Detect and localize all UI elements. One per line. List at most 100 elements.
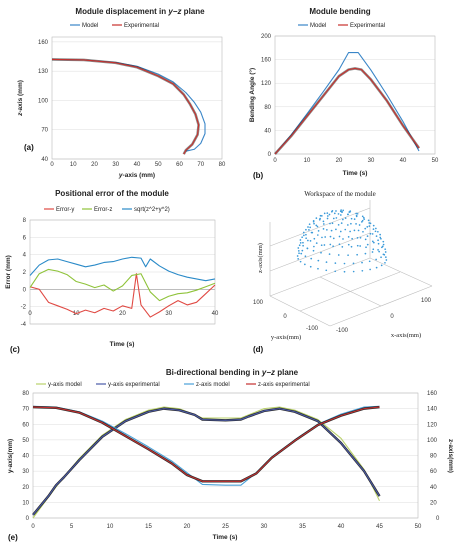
- x-tick-label: 0: [390, 314, 394, 320]
- workspace-point: [328, 253, 331, 256]
- workspace-point: [331, 210, 334, 212]
- x-tick-label: 50: [155, 162, 162, 168]
- y-tick-label: 50: [22, 438, 29, 444]
- y2-tick-label: 120: [427, 422, 438, 428]
- workspace-point: [380, 264, 383, 267]
- workspace-point: [371, 251, 374, 253]
- panel-e-series: [32, 405, 381, 519]
- workspace-point: [332, 237, 335, 240]
- workspace-point: [377, 239, 379, 242]
- panel-e-gridlines: [33, 392, 418, 519]
- workspace-point: [364, 227, 367, 230]
- x-tick-label: 40: [338, 524, 345, 530]
- workspace-point: [372, 241, 375, 244]
- workspace-point: [344, 228, 347, 231]
- workspace-point: [297, 247, 300, 249]
- workspace-point: [305, 237, 307, 240]
- workspace-point: [368, 222, 371, 224]
- y-tick-label: 30: [22, 469, 29, 475]
- workspace-point: [355, 212, 358, 215]
- workspace-point: [322, 228, 325, 230]
- workspace-point: [309, 239, 312, 242]
- workspace-point: [353, 218, 356, 220]
- workspace-point: [371, 233, 374, 235]
- series-error-y: [29, 273, 216, 318]
- workspace-point: [325, 269, 328, 272]
- workspace-point: [341, 211, 343, 213]
- panel-a-yticks: 40 70 100 130 160: [38, 40, 49, 163]
- workspace-point: [350, 217, 353, 220]
- series-z-axis-experimental: [32, 406, 380, 482]
- workspace-point: [320, 251, 322, 254]
- x-tick-label: 5: [70, 524, 74, 530]
- x-tick-label: 30: [165, 311, 172, 317]
- workspace-point: [384, 261, 386, 264]
- workspace-point: [322, 220, 325, 223]
- panel-b-legend: Model Experimental: [298, 23, 385, 29]
- legend-label-y-axis-model: y-axis model: [48, 382, 82, 388]
- workspace-point: [380, 237, 382, 240]
- workspace-point: [369, 222, 372, 225]
- x-tick-label: 20: [184, 524, 191, 530]
- workspace-point: [332, 217, 335, 220]
- panel-b-series: [274, 51, 421, 155]
- workspace-point: [342, 209, 345, 212]
- y-tick-label: 100: [253, 300, 264, 306]
- workspace-point: [353, 229, 356, 232]
- y-tick-label: 8: [23, 218, 27, 224]
- x-tick-label: 40: [134, 162, 141, 168]
- workspace-point: [359, 236, 362, 239]
- y-tick-label: 130: [38, 69, 49, 75]
- workspace-point: [330, 229, 333, 232]
- workspace-point: [300, 252, 303, 255]
- workspace-point: [382, 243, 385, 246]
- workspace-point: [329, 235, 332, 238]
- panel-b-xticks: 0 10 20 30 40 50: [273, 158, 439, 164]
- legend-label-z-axis-model: z-axis model: [196, 382, 230, 388]
- workspace-point: [335, 228, 337, 231]
- workspace-point: [384, 256, 387, 258]
- panel-e-xlabel: Time (s): [213, 534, 238, 541]
- legend-label-error-magnitude: sqrt(z^2+y^2): [134, 207, 170, 213]
- workspace-point: [307, 226, 309, 228]
- 3d-grid-line: [319, 276, 382, 307]
- x-tick-label: 0: [31, 524, 35, 530]
- x-tick-label: 60: [176, 162, 183, 168]
- workspace-point: [324, 236, 327, 238]
- workspace-point: [326, 228, 328, 231]
- panel-a-plot-area: [51, 36, 223, 160]
- workspace-point: [319, 217, 321, 220]
- panel-d-3d-box: [269, 200, 433, 327]
- legend-label-error-z: Error-z: [94, 207, 112, 213]
- workspace-point: [372, 224, 375, 227]
- panel-a: Module displacement in y−z plane Model E…: [17, 7, 226, 179]
- series-shadow-y-axis-experimental: [32, 407, 381, 516]
- workspace-point: [347, 236, 350, 238]
- workspace-point: [320, 244, 323, 247]
- x-tick-label: 100: [421, 298, 432, 304]
- workspace-point: [379, 233, 381, 236]
- series-shadow-experimental: [51, 58, 200, 155]
- workspace-point: [322, 223, 325, 225]
- x-tick-label: 30: [368, 158, 375, 164]
- y-tick-label: 10: [22, 500, 29, 506]
- y-tick-label: 70: [22, 407, 29, 413]
- workspace-point: [362, 216, 365, 219]
- workspace-point: [378, 250, 380, 253]
- workspace-point: [382, 240, 385, 243]
- panel-a-xlabel: y-axis (mm): [118, 172, 155, 179]
- panel-d-zlabel: z-axis(mm): [257, 243, 264, 273]
- y-tick-label: 80: [264, 105, 271, 111]
- workspace-point: [360, 221, 363, 223]
- workspace-point: [310, 257, 313, 260]
- workspace-point: [311, 231, 314, 234]
- panel-e-y2ticks: 0 20 40 60 80 100 120 140 160: [427, 391, 440, 522]
- workspace-point: [315, 242, 318, 244]
- workspace-point: [299, 260, 302, 263]
- y-tick-label: 200: [261, 34, 272, 40]
- workspace-point: [299, 239, 302, 241]
- workspace-point: [343, 270, 346, 273]
- workspace-point: [375, 227, 377, 230]
- workspace-point: [313, 222, 315, 225]
- workspace-point: [375, 235, 378, 237]
